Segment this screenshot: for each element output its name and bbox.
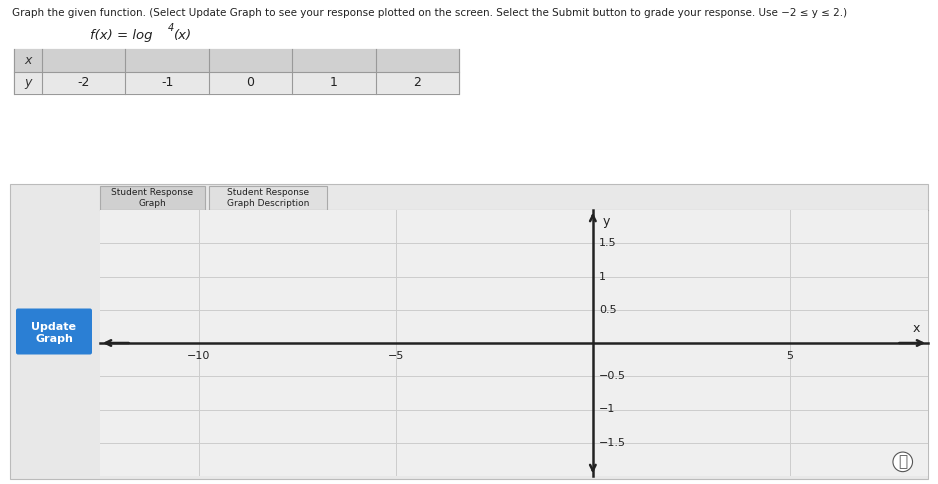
Bar — [14, 72, 459, 94]
Text: −1.5: −1.5 — [598, 438, 626, 448]
Text: −5: −5 — [387, 351, 404, 361]
Text: 1: 1 — [330, 76, 338, 89]
Text: f(x) = log: f(x) = log — [90, 29, 153, 42]
Bar — [100, 186, 205, 210]
Text: Graph: Graph — [35, 333, 73, 344]
Text: 4: 4 — [168, 23, 174, 33]
Bar — [14, 49, 459, 94]
Text: x: x — [24, 54, 32, 67]
Bar — [14, 49, 459, 72]
Text: −0.5: −0.5 — [598, 371, 626, 381]
Bar — [10, 184, 928, 479]
Text: ⓘ: ⓘ — [899, 454, 907, 469]
Text: Student Response
Graph Description: Student Response Graph Description — [227, 188, 310, 208]
Text: -1: -1 — [161, 76, 174, 89]
Text: −1: −1 — [598, 405, 615, 414]
Text: (x): (x) — [174, 29, 192, 42]
Text: 2: 2 — [414, 76, 421, 89]
Text: x: x — [913, 322, 920, 335]
FancyBboxPatch shape — [16, 308, 92, 354]
Text: Student Response
Graph: Student Response Graph — [112, 188, 193, 208]
Bar — [209, 186, 327, 210]
Text: −10: −10 — [187, 351, 210, 361]
Text: 5: 5 — [786, 351, 794, 361]
Text: y: y — [603, 215, 610, 228]
Text: 0.5: 0.5 — [598, 305, 616, 315]
Text: Graph the given function. (Select Update Graph to see your response plotted on t: Graph the given function. (Select Update… — [12, 8, 847, 18]
Text: 1: 1 — [598, 272, 606, 282]
Text: 1.5: 1.5 — [598, 238, 616, 248]
Text: y: y — [24, 76, 32, 89]
Text: Update: Update — [32, 322, 77, 333]
Text: -2: -2 — [78, 76, 90, 89]
Text: 0: 0 — [247, 76, 254, 89]
